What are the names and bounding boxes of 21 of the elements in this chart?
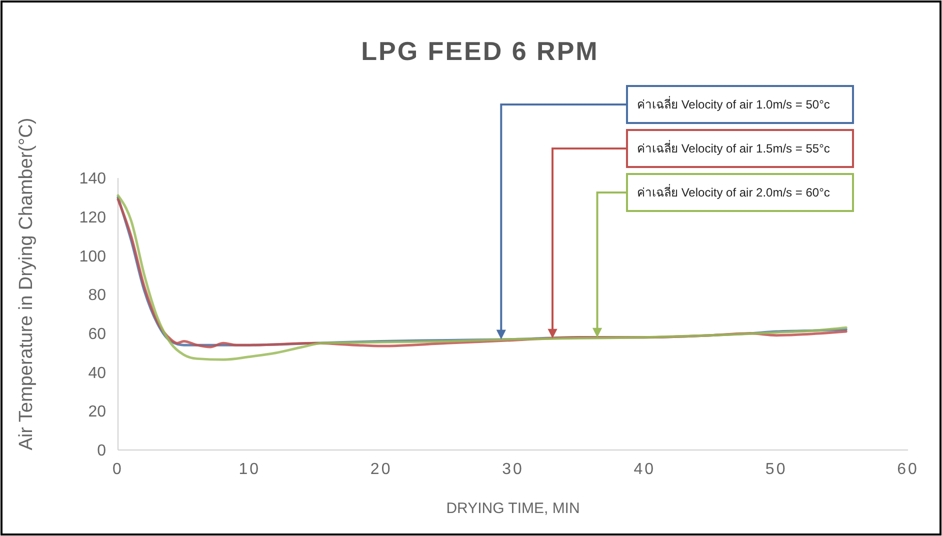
annotation: ค่าเฉลี่ย Velocity of air 2.0m/s = 60°c [637, 184, 830, 200]
y-tick-label: 140 [79, 170, 106, 188]
y-tick-label: 20 [88, 404, 106, 421]
y-tick-label: 0 [97, 442, 106, 460]
y-axis-title: Air Temperature in Drying Chamber(°C) [16, 118, 37, 450]
y-tick-label: 60 [88, 326, 106, 344]
annotation: ค่าเฉลี่ย Velocity of air 1.0m/s = 50°c [637, 96, 830, 112]
x-tick-label: 60 [897, 461, 919, 478]
x-axis-title: DRYING TIME, MIN [446, 500, 580, 517]
x-tick-label: 30 [502, 461, 524, 478]
y-tick-label: 120 [79, 209, 106, 226]
chart-title: LPG FEED 6 RPM [361, 36, 599, 66]
annotation: ค่าเฉลี่ย Velocity of air 1.5m/s = 55°c [637, 140, 830, 156]
y-tick-label: 40 [88, 364, 106, 382]
x-tick-label: 40 [634, 461, 656, 478]
x-tick-label: 50 [765, 461, 788, 478]
x-tick-label: 20 [370, 461, 392, 478]
y-tick-label: 100 [79, 248, 106, 266]
x-tick-label: 10 [238, 461, 261, 478]
x-tick-label: 0 [112, 461, 124, 478]
y-tick-label: 80 [88, 287, 106, 304]
